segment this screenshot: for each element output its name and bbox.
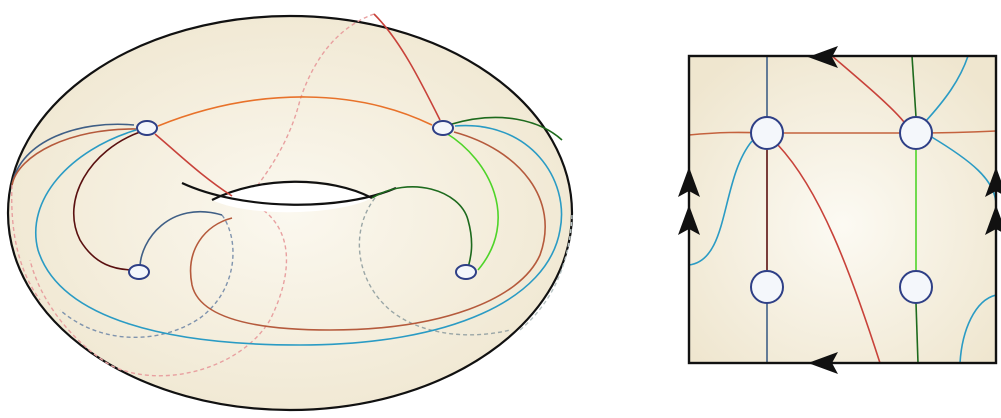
hidden-edge-pink-left — [11, 184, 41, 301]
sq-edge-lightblue-left — [689, 140, 753, 266]
torus-surface — [6, 14, 574, 412]
sq-edge-red-diagonal — [777, 144, 881, 363]
arrow-right-upper — [985, 167, 1001, 197]
square-domain — [689, 56, 996, 363]
edge-darkgreen-inner — [371, 186, 473, 269]
visible-edges — [11, 13, 563, 346]
edge-red-top — [373, 13, 441, 121]
edge-brown-loop — [189, 131, 546, 331]
sq-edge-darkgreen-top — [911, 56, 917, 118]
edge-slate-inner — [139, 210, 223, 269]
torus-figure — [6, 13, 574, 412]
hidden-edge-slate — [59, 214, 234, 339]
edge-darkgreen-top — [451, 116, 563, 141]
arrow-left-lower — [678, 205, 700, 235]
sq-vertex-bottom-right — [899, 270, 933, 304]
edge-lightblue-loop — [35, 124, 563, 346]
torus-hole-lower-lip — [211, 180, 373, 201]
sq-vertex-top-right — [899, 116, 933, 150]
arrow-right-lower — [985, 205, 1001, 235]
torus-hole-upper-lip — [181, 182, 397, 206]
square-figure — [678, 46, 1001, 374]
sq-vertex-bottom-left — [750, 270, 784, 304]
edge-lightgreen — [445, 132, 499, 271]
hidden-edge-pink-bottom — [29, 195, 288, 377]
arrow-bottom — [808, 352, 838, 374]
vertex-bottom-right — [455, 264, 477, 280]
sq-edge-red-top — [831, 56, 905, 123]
edge-brown-outer — [11, 128, 137, 186]
sq-edge-lightblue-right-top — [924, 56, 969, 123]
edge-slate-outer — [11, 123, 135, 186]
vertex-top-left — [136, 120, 158, 136]
sq-edge-lightblue-bottom-right — [959, 294, 996, 363]
torus-vertices — [128, 120, 477, 280]
edge-darkred — [72, 131, 141, 271]
identification-arrows — [678, 46, 1001, 374]
hidden-edges — [11, 13, 573, 377]
arrow-left-upper — [678, 167, 700, 197]
sq-edge-horizontal — [689, 130, 996, 136]
vertex-top-right — [432, 120, 454, 136]
hidden-edge-pink-top — [249, 13, 375, 196]
edge-red-left — [154, 133, 233, 197]
square-vertices — [750, 116, 933, 304]
torus-hole — [212, 183, 372, 213]
hidden-edge-gray-right — [519, 214, 573, 331]
arrow-top — [808, 46, 838, 68]
hidden-edge-gray — [358, 197, 511, 336]
vertex-bottom-left — [128, 264, 150, 280]
sq-vertex-top-left — [750, 116, 784, 150]
sq-edge-darkgreen-bottom — [915, 302, 919, 363]
edge-orange-top — [157, 96, 433, 127]
